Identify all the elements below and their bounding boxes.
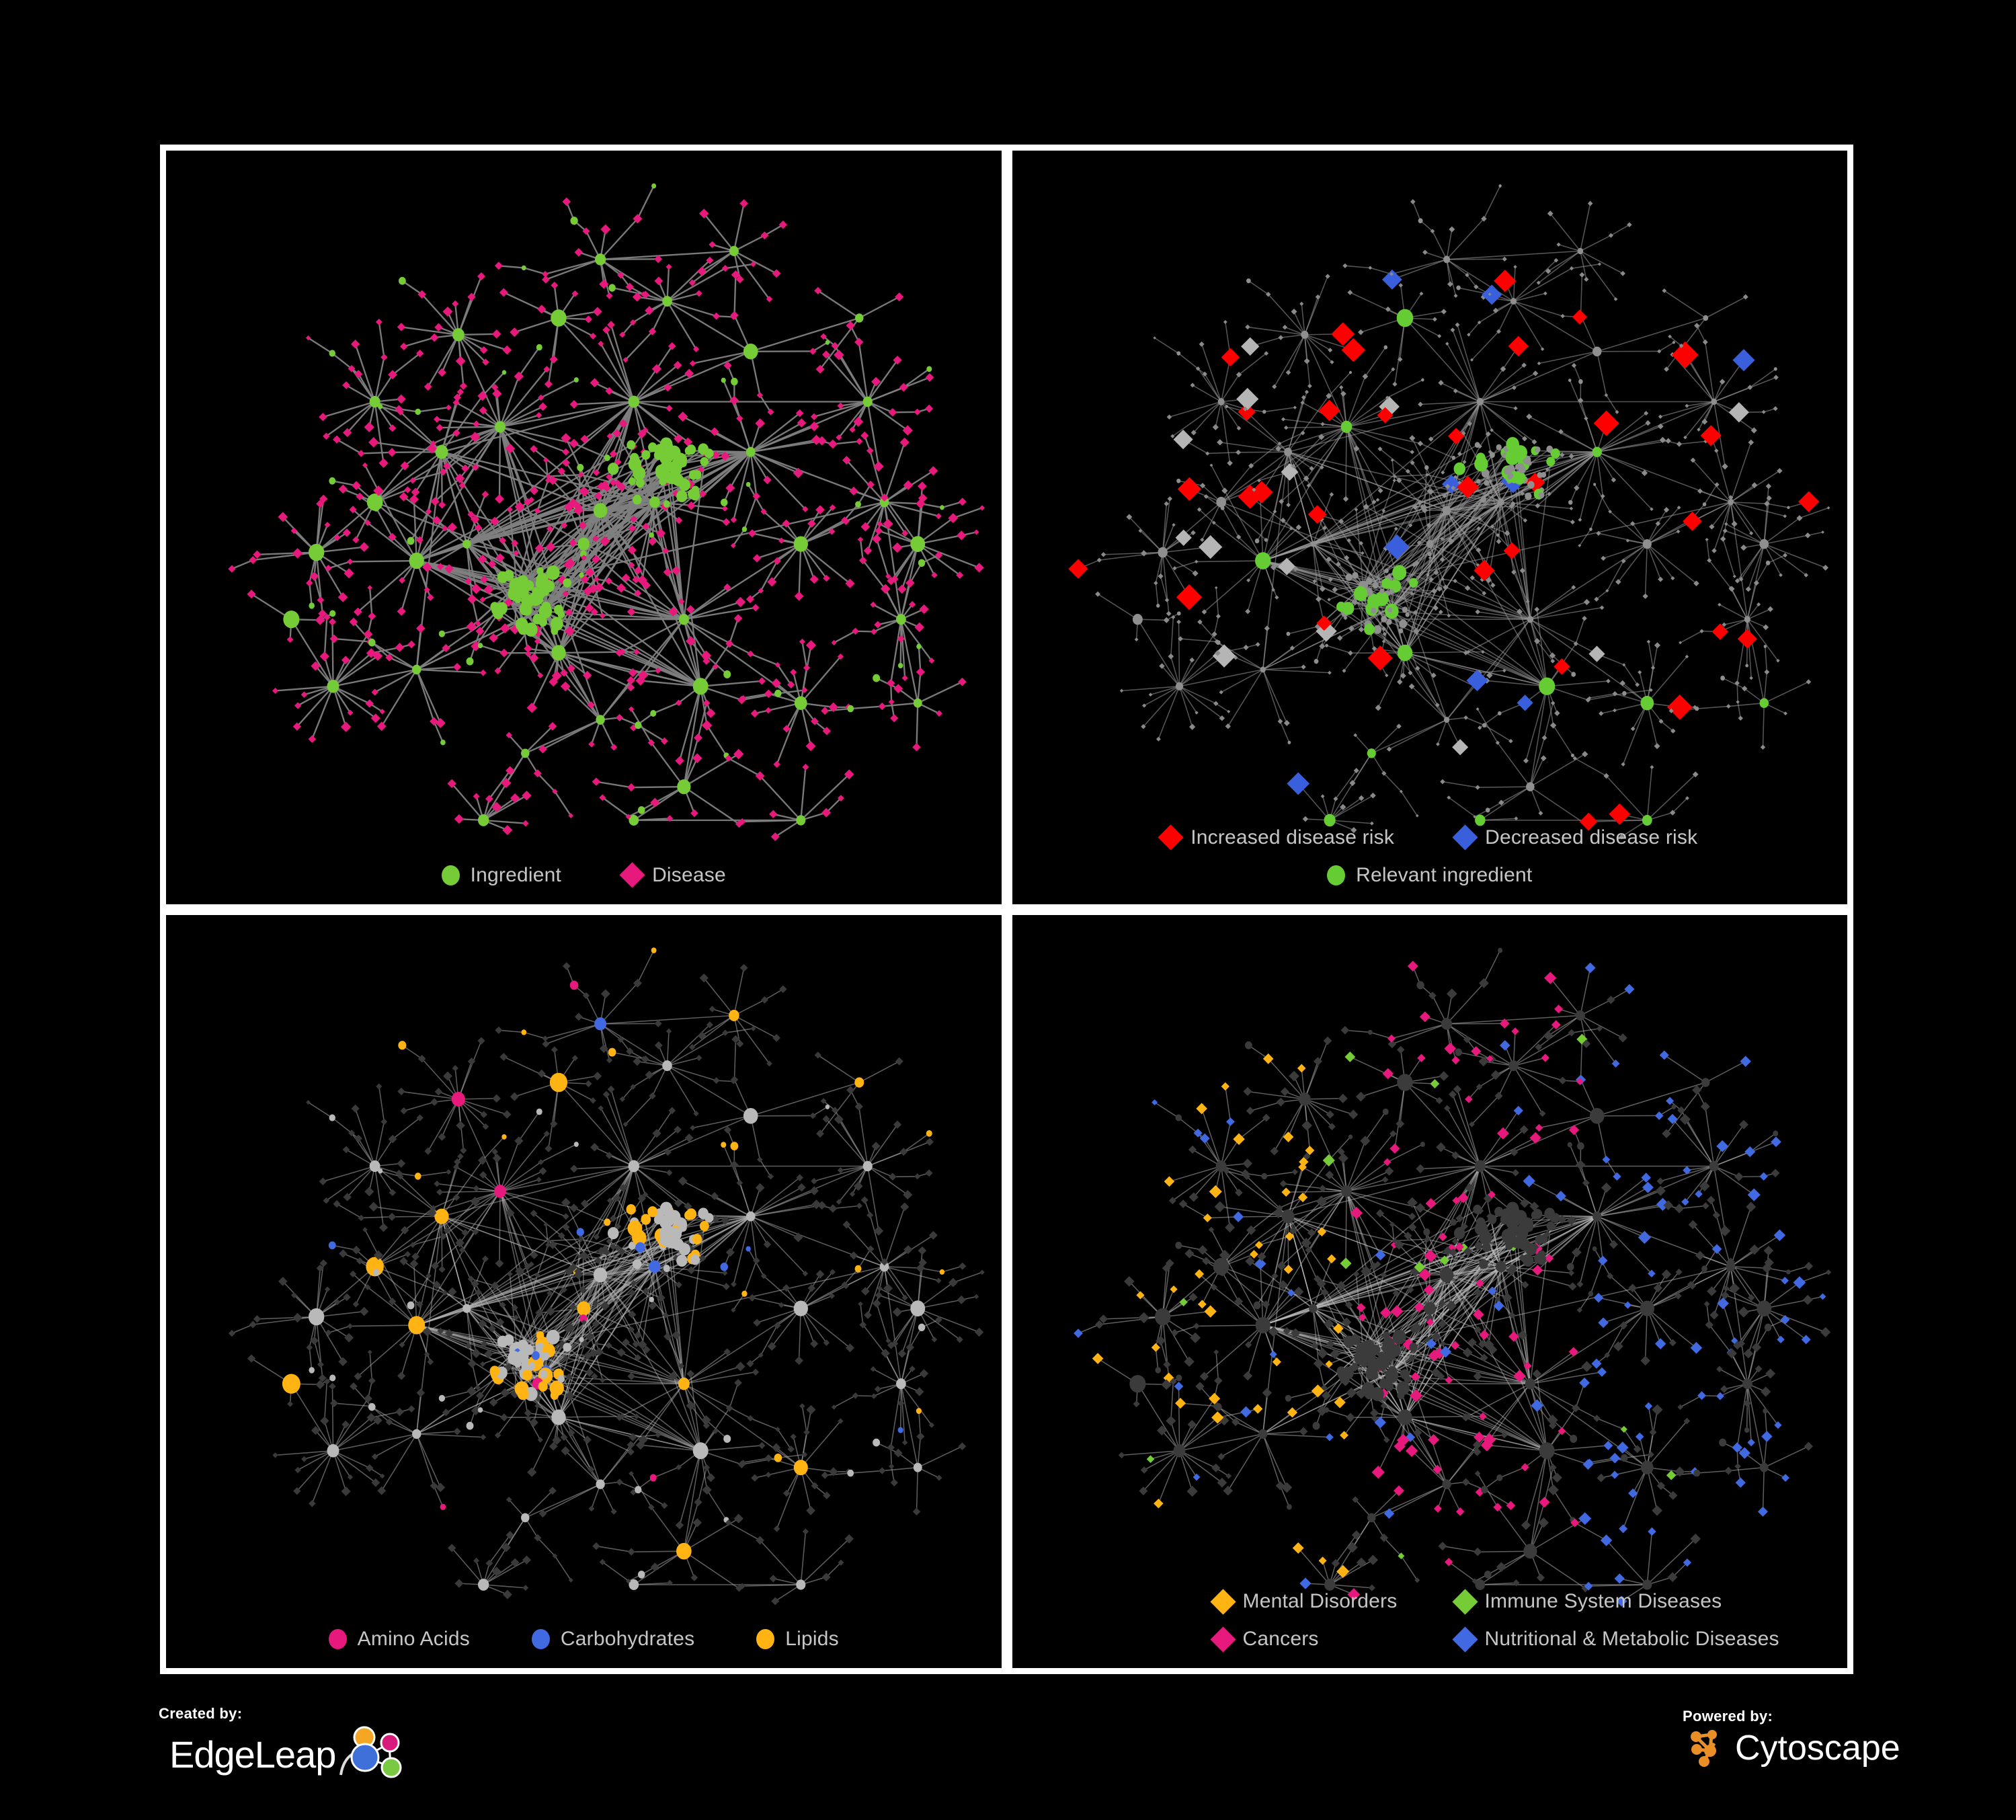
legend-item-carbohydrates: Carbohydrates [531,1628,695,1651]
legend-panel-2: Increased disease risk Decreased disease… [1012,824,1848,887]
legend-label: Nutritional & Metabolic Diseases [1484,1628,1779,1650]
legend-item-amino-acids: Amino Acids [328,1628,470,1651]
edgeleap-branding: Created by: EdgeLeap [159,1705,413,1783]
cytoscape-wordmark: Cytoscape [1735,1729,1900,1768]
legend-label: Ingredient [470,863,562,886]
disease-marker-icon [619,862,645,888]
created-by-label: Created by: [159,1705,243,1722]
legend-item-lipids: Lipids [756,1628,839,1651]
immune-system-diseases-marker-icon [1451,1588,1478,1615]
network-canvas-1 [166,151,1002,904]
network-canvas-2 [1012,151,1848,904]
network-canvas-3 [166,915,1002,1669]
relevant-ingredient-marker-icon [1327,865,1346,885]
legend-panel-4: Mental Disorders Immune System Diseases … [1012,1588,1848,1653]
legend-label: Amino Acids [357,1628,470,1650]
legend-item-cancers: Cancers [1209,1626,1456,1653]
powered-by-label: Powered by: [1683,1708,1773,1725]
legend-item-mental-disorders: Mental Disorders [1209,1588,1456,1615]
cytoscape-branding: Powered by: Cytoscape [1683,1708,1900,1768]
panel-ingredient-disease: Ingredient Disease [166,151,1002,904]
mental-disorders-marker-icon [1209,1588,1236,1615]
legend-item-disease: Disease [619,862,726,888]
figure-grid: Ingredient Disease Increased disease ris… [160,145,1853,1674]
legend-label: Disease [652,863,726,886]
nutritional-metabolic-marker-icon [1451,1626,1478,1653]
cancers-marker-icon [1209,1626,1236,1653]
amino-acids-marker-icon [328,1629,347,1649]
panel-ingredient-class: Amino Acids Carbohydrates Lipids [166,914,1002,1669]
legend-item-ingredient: Ingredient [441,863,562,887]
legend-item-increased-risk: Increased disease risk [1158,824,1395,850]
legend-label: Increased disease risk [1191,826,1395,848]
carbohydrates-marker-icon [531,1629,550,1649]
panel-disease-risk: Increased disease risk Decreased disease… [1012,151,1848,904]
legend-item-relevant-ingredient: Relevant ingredient [1327,864,1532,887]
legend-label: Cancers [1242,1628,1319,1650]
edgeleap-wordmark: EdgeLeap [169,1733,336,1776]
edgeleap-logo-icon [339,1726,402,1778]
legend-label: Decreased disease risk [1485,826,1698,848]
legend-label: Immune System Diseases [1484,1590,1722,1612]
legend-item-decreased-risk: Decreased disease risk [1452,824,1698,850]
legend-label: Carbohydrates [560,1628,695,1650]
legend-item-nutritional-metabolic: Nutritional & Metabolic Diseases [1451,1626,1779,1653]
legend-label: Lipids [785,1628,839,1650]
ingredient-marker-icon [441,865,460,885]
legend-label: Relevant ingredient [1356,863,1533,886]
legend-label: Mental Disorders [1242,1590,1398,1612]
legend-panel-1: Ingredient Disease [166,862,1002,888]
decreased-risk-marker-icon [1452,824,1478,850]
legend-item-immune-system-diseases: Immune System Diseases [1451,1588,1722,1615]
increased-risk-marker-icon [1158,824,1184,850]
cytoscape-logo-icon [1691,1730,1717,1767]
network-canvas-4 [1012,915,1848,1669]
legend-panel-3: Amino Acids Carbohydrates Lipids [166,1628,1002,1651]
lipids-marker-icon [756,1629,775,1649]
panel-disease-class: Mental Disorders Immune System Diseases … [1012,914,1848,1669]
